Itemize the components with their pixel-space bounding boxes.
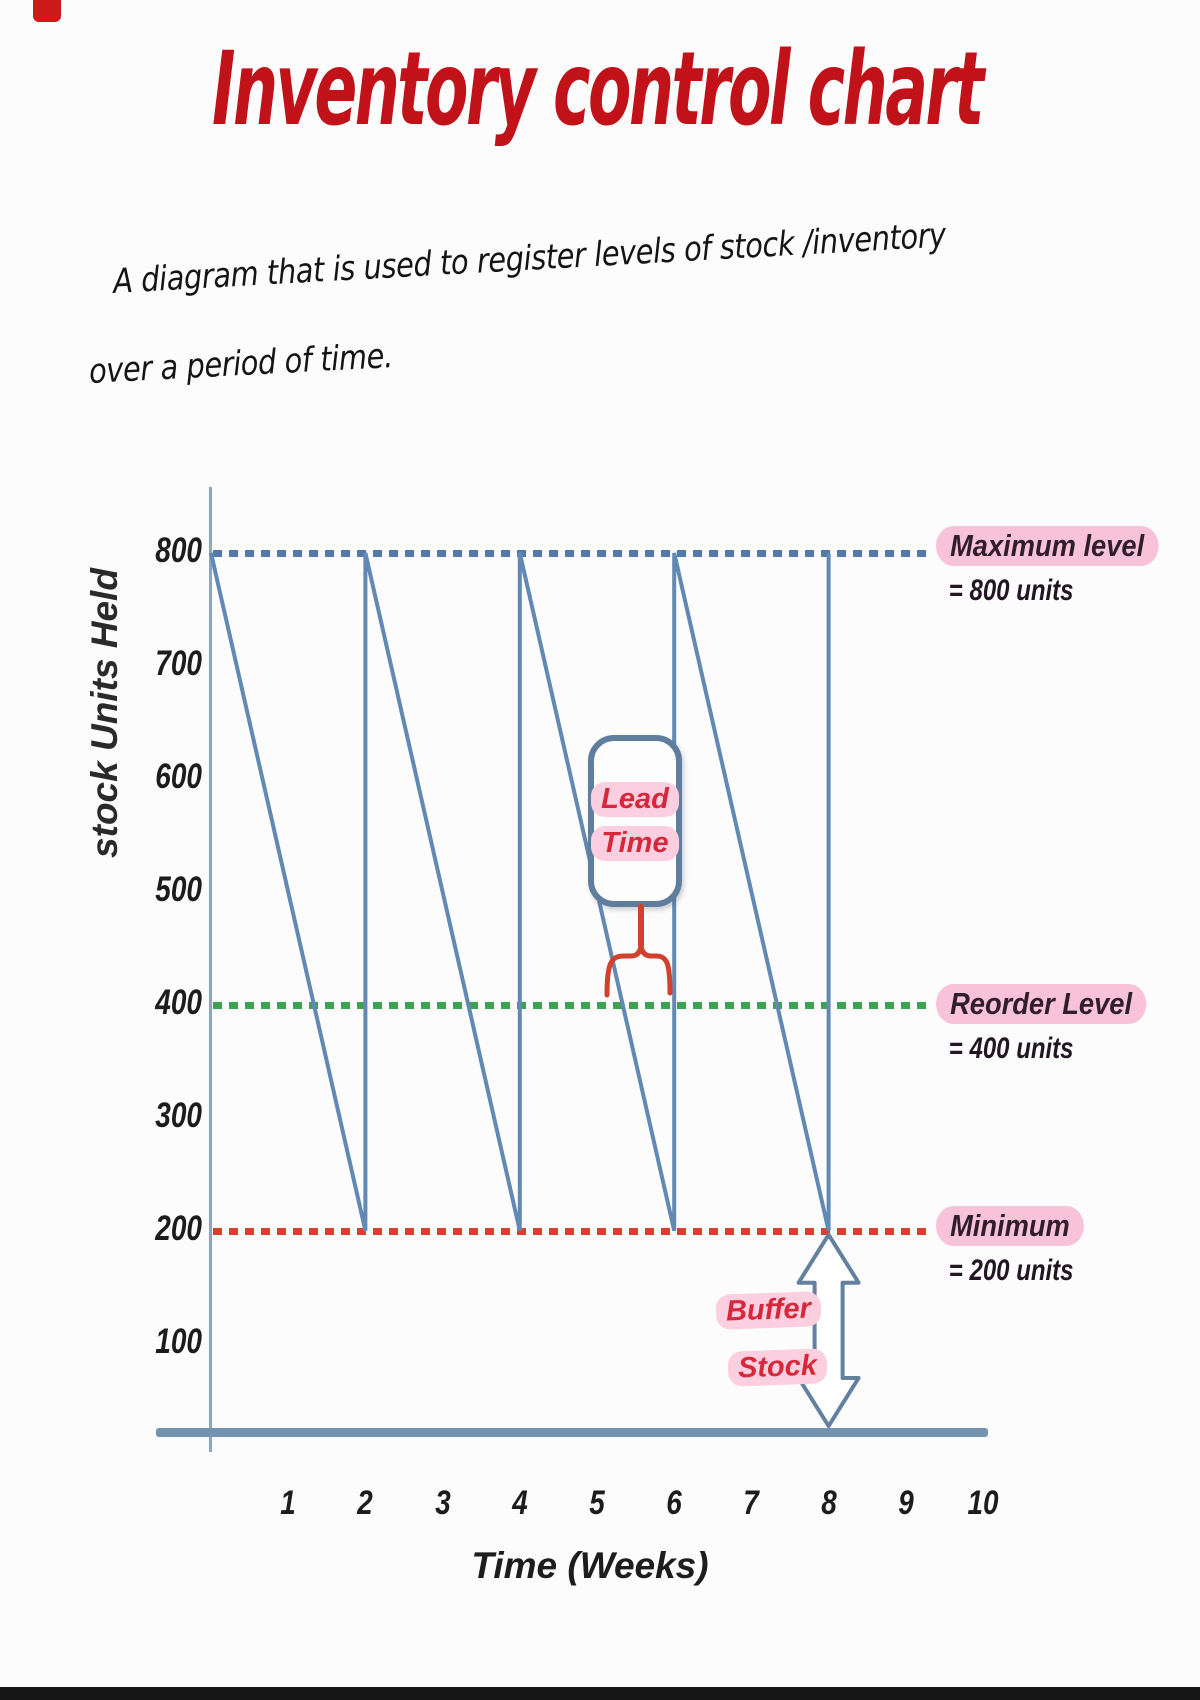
stock-level-line [209,552,831,1232]
lead-time-label-line2: Time [591,825,679,861]
y-tick-label: 700 [155,643,202,683]
y-axis-line [209,487,212,1452]
maximum-level-annotation: Maximum level = 800 units [936,526,1189,608]
maximum-level-label: Maximum level [936,526,1159,566]
reorder-level-value: = 400 units [948,1032,1074,1065]
y-tick-label: 600 [155,756,202,796]
description-line-1: A diagram that is used to register level… [112,215,947,302]
maximum-level-line [213,550,931,557]
x-tick-label: 4 [512,1484,528,1522]
bottom-bar [0,1687,1200,1700]
y-tick-label: 200 [155,1208,202,1248]
x-tick-label: 7 [743,1484,760,1522]
minimum-level-label: Minimum [936,1206,1084,1246]
lead-time-callout: Lead Time [588,735,682,907]
x-tick-label: 6 [666,1484,682,1522]
lead-time-label-line1: Lead [591,781,679,817]
y-tick-label: 100 [155,1321,202,1361]
x-tick-label: 8 [820,1484,837,1522]
minimum-level-annotation: Minimum = 200 units [936,1206,1108,1288]
x-axis-title: Time (Weeks) [471,1545,709,1586]
x-axis-line [156,1428,988,1437]
buffer-stock-arrow [796,1232,861,1428]
buffer-stock-label-line2: Stock [727,1348,828,1387]
maximum-level-value: = 800 units [948,574,1074,607]
y-tick-label: 300 [155,1095,202,1135]
reorder-level-line [213,1001,931,1009]
x-tick-label: 10 [967,1484,999,1522]
x-tick-label: 9 [898,1484,914,1522]
y-tick-label: 500 [155,869,202,909]
description-line-2: over a period of time. [88,336,394,392]
reorder-level-annotation: Reorder Level = 400 units [936,984,1175,1066]
x-tick-label: 5 [589,1484,605,1522]
minimum-level-line [213,1227,931,1235]
lead-time-brace [604,944,673,998]
x-tick-label: 2 [357,1484,374,1522]
y-tick-label: 400 [155,982,202,1022]
top-left-red-mark [33,0,61,22]
x-tick-label: 1 [280,1484,296,1522]
minimum-level-value: = 200 units [948,1254,1074,1287]
reorder-level-label: Reorder Level [936,984,1147,1024]
buffer-stock-label-line1: Buffer [715,1291,822,1330]
x-tick-label: 3 [434,1484,451,1522]
y-axis-title: stock Units Held [84,568,125,858]
page-title: Inventory control chart [212,30,984,149]
y-tick-label: 800 [155,531,202,570]
